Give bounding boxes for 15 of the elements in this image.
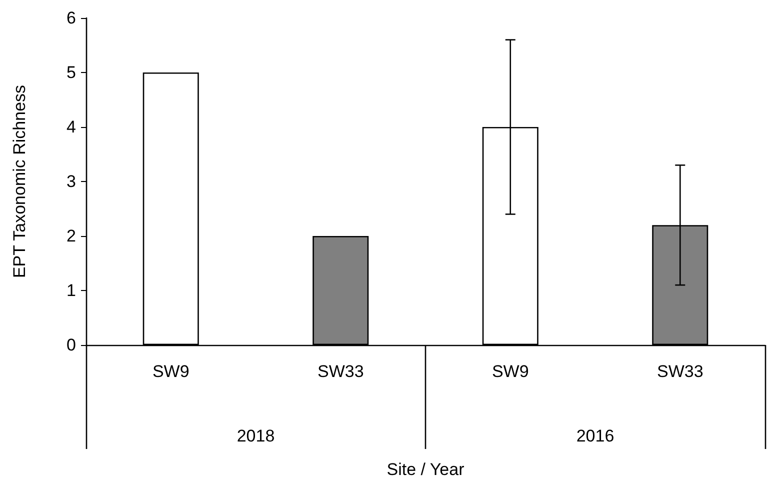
text: 2016 [576,426,614,446]
text: 2018 [236,426,275,446]
y-tick-label: 5 [66,63,76,82]
y-axis-title: EPT Taxonomic Richness [10,84,29,278]
y-tick-label: 3 [66,172,76,191]
x-tick-label: SW9 [492,362,529,381]
x-tick-label: SW33 [656,362,704,381]
y-tick-label: 2 [66,226,76,246]
x-axis-title: Site / Year [386,460,465,479]
x-tick-label: SW9 [152,362,190,381]
x-tick-label: SW33 [317,362,364,381]
y-tick-label: 1 [66,281,76,300]
y-tick-label: 6 [66,8,76,28]
y-tick-label: 4 [66,118,76,136]
y-tick-label: 0 [66,336,76,354]
